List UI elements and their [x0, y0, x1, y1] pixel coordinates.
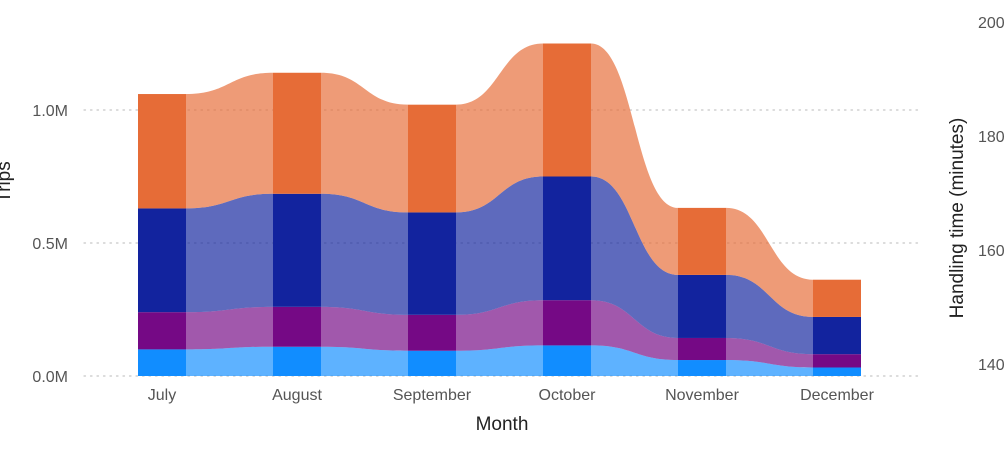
bar-segment[interactable]: [408, 104, 456, 213]
ribbon[interactable]: [726, 337, 813, 368]
ribbon[interactable]: [591, 43, 678, 275]
y2-axis-title: Handling time (minutes): [947, 118, 968, 319]
bar-segment[interactable]: [813, 354, 861, 368]
ribbon[interactable]: [456, 43, 543, 213]
ribbon[interactable]: [591, 345, 678, 376]
bar-segment[interactable]: [813, 367, 861, 376]
bar-segment[interactable]: [678, 274, 726, 338]
bar-segment[interactable]: [543, 300, 591, 346]
ribbon[interactable]: [456, 345, 543, 376]
bar-segment[interactable]: [273, 193, 321, 307]
x-axis-title: Month: [476, 414, 529, 435]
y2-tick-label: 140: [978, 357, 1004, 374]
x-tick-label: November: [665, 387, 739, 404]
bar-segment[interactable]: [273, 72, 321, 194]
ribbon[interactable]: [726, 207, 813, 317]
bar-segment[interactable]: [543, 43, 591, 177]
y-axis-ticks: 0.0M 0.5M 1.0M: [32, 103, 68, 386]
ribbon[interactable]: [186, 193, 273, 313]
x-axis-ticks: July August September October November Decemb…: [148, 387, 875, 404]
bars: [138, 43, 861, 376]
bar-segment[interactable]: [543, 176, 591, 301]
bar-segment[interactable]: [408, 350, 456, 376]
bar-segment[interactable]: [813, 279, 861, 317]
x-tick-label: July: [148, 387, 176, 404]
ribbon[interactable]: [321, 193, 408, 315]
ribbon[interactable]: [726, 360, 813, 376]
ribbon[interactable]: [591, 300, 678, 361]
bar-segment[interactable]: [408, 314, 456, 351]
y-axis-title: Trips: [0, 161, 15, 203]
bar-segment[interactable]: [678, 337, 726, 361]
y-tick-label: 0.0M: [32, 369, 68, 386]
ribbon[interactable]: [321, 306, 408, 351]
bar-segment[interactable]: [138, 208, 186, 313]
ribbon[interactable]: [726, 274, 813, 355]
ribbon[interactable]: [591, 176, 678, 338]
bar-segment[interactable]: [138, 94, 186, 209]
y2-tick-label: 200: [978, 15, 1004, 32]
bar-segment[interactable]: [273, 306, 321, 347]
y-tick-label: 1.0M: [32, 103, 68, 120]
y-tick-label: 0.5M: [32, 236, 68, 253]
bar-segment[interactable]: [678, 207, 726, 275]
x-tick-label: October: [539, 387, 597, 404]
bar-segment[interactable]: [678, 360, 726, 376]
y2-axis-ticks: 140 160 180 200: [978, 15, 1004, 374]
bar-segment[interactable]: [138, 312, 186, 350]
y2-tick-label: 180: [978, 129, 1004, 146]
ribbon[interactable]: [186, 306, 273, 350]
bar-segment[interactable]: [273, 346, 321, 376]
ribbon[interactable]: [456, 176, 543, 315]
x-tick-label: August: [272, 387, 322, 404]
x-tick-label: December: [800, 387, 874, 404]
ribbon[interactable]: [186, 72, 273, 209]
y2-tick-label: 160: [978, 243, 1004, 260]
bar-segment[interactable]: [138, 349, 186, 376]
bar-segment[interactable]: [543, 345, 591, 376]
ribbon[interactable]: [186, 346, 273, 376]
ribbon[interactable]: [321, 346, 408, 376]
bar-segment[interactable]: [408, 212, 456, 315]
ribbon[interactable]: [321, 72, 408, 213]
ribbon[interactable]: [456, 300, 543, 351]
ribbons: [186, 43, 813, 376]
bar-segment[interactable]: [813, 316, 861, 355]
x-tick-label: September: [393, 387, 472, 404]
